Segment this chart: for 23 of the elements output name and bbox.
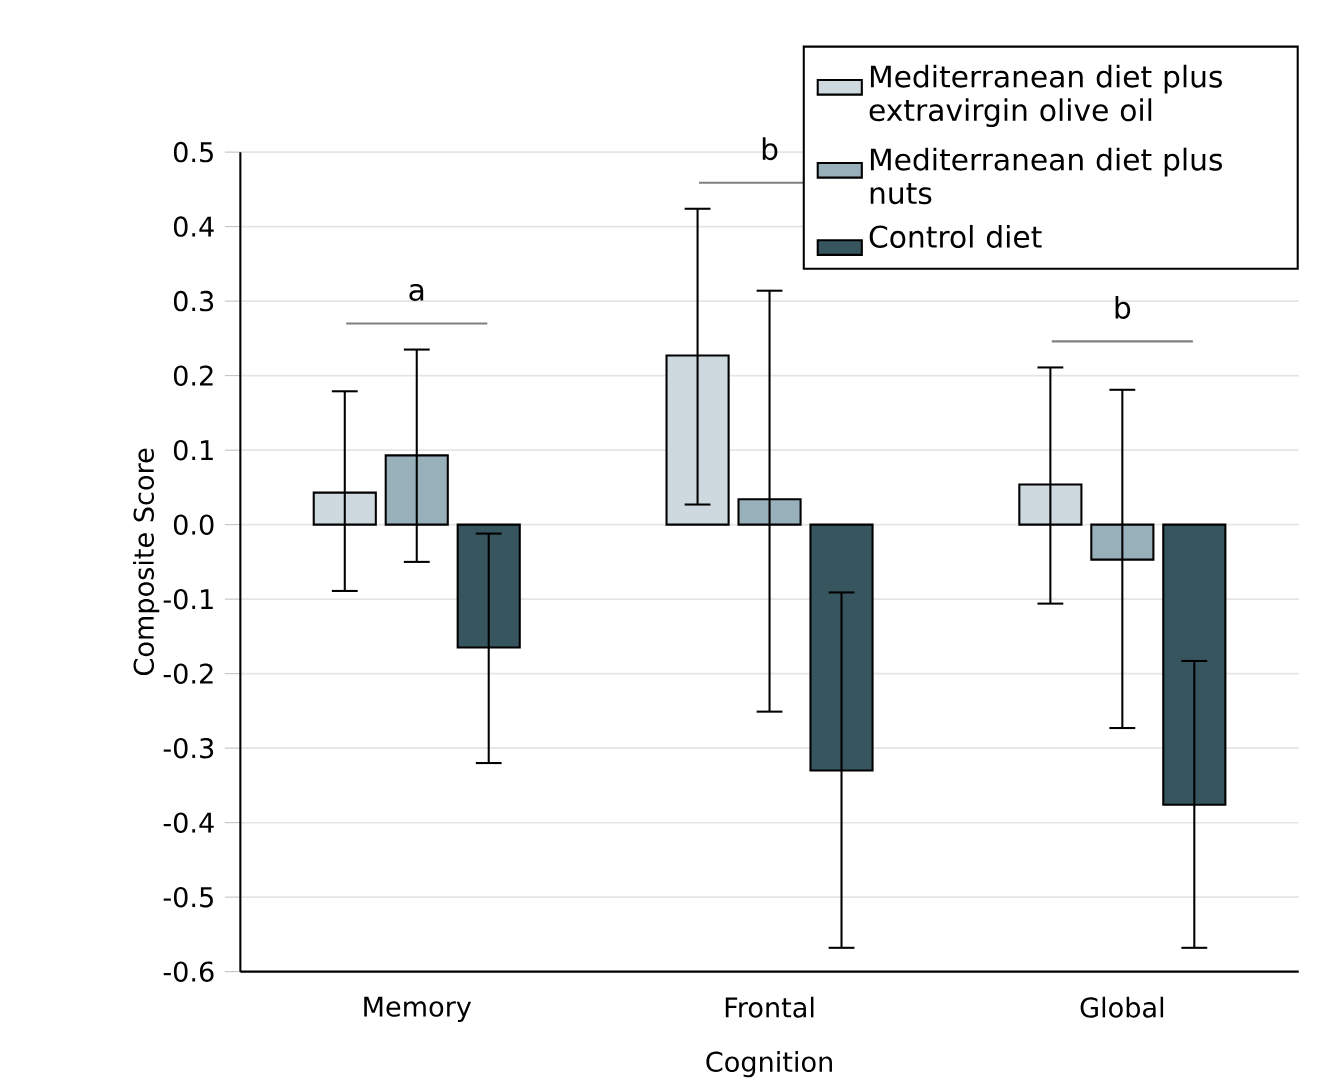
legend-label: Mediterranean diet plus extravirgin olive oil — [869, 64, 1222, 128]
y-tick-label: 0.4 — [173, 216, 214, 238]
y-tick-label: -0.5 — [163, 887, 213, 908]
y-tick-label: -0.6 — [163, 961, 214, 983]
x-tick-label: Global — [1080, 996, 1164, 1018]
annotation: a — [409, 284, 424, 302]
y-tick-label: 0.0 — [173, 514, 214, 536]
y-tick-label: -0.4 — [163, 812, 214, 834]
y-axis-title: Composite Score — [133, 448, 160, 676]
legend-label: Control diet — [869, 225, 1042, 249]
x-tick-label: Memory — [364, 996, 472, 1023]
y-tick-label: 0.5 — [173, 142, 213, 163]
x-axis-title: Cognition — [706, 1051, 832, 1078]
annotation: b — [762, 137, 778, 161]
annotation: b — [1115, 296, 1131, 320]
y-tick-label: -0.3 — [163, 738, 214, 759]
x-tick-label: Frontal — [725, 996, 814, 1018]
y-tick-label: -0.2 — [163, 663, 213, 685]
y-tick-label: 0.1 — [173, 440, 213, 461]
y-tick-label: -0.1 — [163, 589, 213, 610]
y-tick-label: 0.3 — [173, 291, 214, 312]
y-tick-label: 0.2 — [173, 365, 213, 387]
legend-label: Mediterranean diet plus nuts — [870, 147, 1222, 205]
